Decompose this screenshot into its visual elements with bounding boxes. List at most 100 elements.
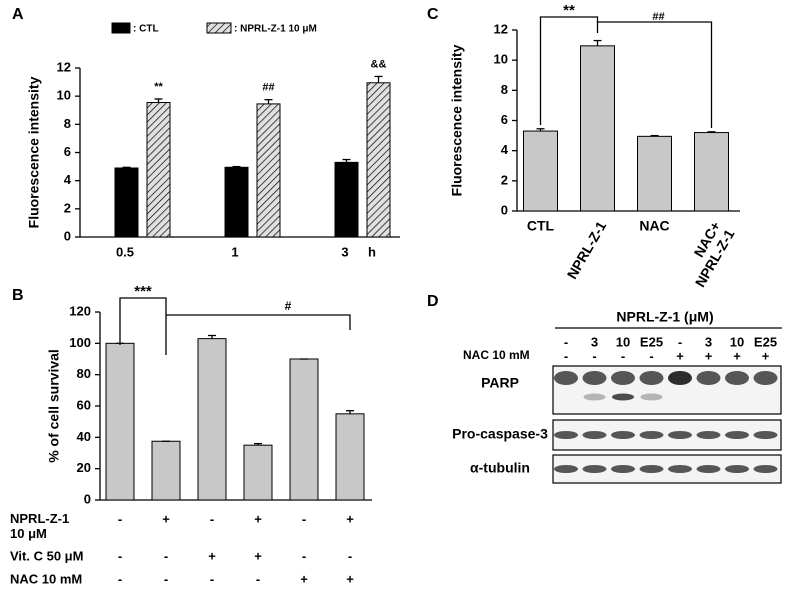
y-tick-label: 20	[77, 460, 91, 475]
error-bar	[593, 39, 602, 46]
bar	[523, 130, 558, 212]
y-tick-label: 80	[77, 366, 91, 381]
nac-sign: +	[762, 348, 770, 363]
bracket-label: **	[563, 2, 575, 19]
y-tick-label: 6	[501, 112, 508, 127]
condition-sign: -	[118, 571, 122, 586]
bar	[335, 413, 365, 501]
y-axis-label: Fluorescence intensity	[449, 44, 465, 196]
bar	[114, 167, 139, 238]
significance-label: &&	[371, 58, 387, 70]
band	[582, 371, 607, 385]
y-tick-label: 10	[57, 88, 71, 103]
cleaved-band	[612, 393, 634, 401]
bracket-label: ##	[652, 11, 664, 23]
band	[668, 371, 692, 385]
condition-sign: -	[164, 548, 168, 563]
nac-sign: -	[649, 348, 653, 363]
condition-sign: -	[302, 548, 306, 563]
band-label: Pro-caspase-3	[452, 426, 548, 442]
condition-sign: -	[256, 571, 260, 586]
band	[639, 371, 664, 385]
error-bar	[208, 334, 216, 339]
condition-sign: +	[162, 511, 170, 526]
condition-sign: -	[164, 571, 168, 586]
band-label: PARP	[481, 375, 519, 391]
legend-label: : CTL	[133, 24, 159, 35]
band	[554, 465, 578, 473]
band	[696, 371, 721, 385]
y-tick-label: 2	[501, 172, 508, 187]
nac-sign: -	[592, 348, 596, 363]
panel-label: D	[427, 293, 439, 310]
band-label: α-tubulin	[470, 460, 530, 476]
dose-label: 10	[730, 334, 744, 349]
legend-label: : NPRL-Z-1 10 μM	[234, 24, 317, 35]
y-tick-label: 100	[69, 335, 91, 350]
band	[639, 465, 664, 473]
band	[668, 465, 692, 473]
bar	[334, 161, 359, 238]
x-tick-label: NPRL-Z-1	[564, 218, 610, 281]
x-tick-label: NAC+NPRL-Z-1	[678, 218, 738, 289]
significance-label: ##	[262, 82, 274, 94]
x-tick-label: 1	[231, 244, 238, 259]
dose-label: E25	[754, 334, 777, 349]
bar	[289, 358, 319, 501]
legend-swatch	[206, 22, 232, 34]
condition-sign: +	[254, 511, 262, 526]
error-bar	[254, 442, 262, 446]
bar	[694, 132, 729, 212]
condition-sign: -	[348, 548, 352, 563]
band	[725, 465, 749, 473]
error-bar	[346, 410, 354, 414]
bar	[256, 103, 281, 238]
y-axis-label: Fluorescence intensity	[26, 76, 42, 228]
y-tick-label: 60	[77, 397, 91, 412]
panel-label: B	[12, 287, 24, 304]
y-axis-label: % of cell survival	[46, 349, 62, 463]
band	[611, 465, 635, 473]
dose-label: E25	[640, 334, 663, 349]
condition-sign: -	[210, 511, 214, 526]
condition-sign: -	[118, 511, 122, 526]
error-bar	[650, 134, 659, 137]
dose-label: 3	[705, 334, 712, 349]
error-bar	[707, 131, 716, 133]
y-tick-label: 4	[64, 172, 72, 187]
error-bar	[154, 98, 163, 103]
bar	[243, 444, 273, 501]
panel-label: C	[427, 6, 439, 23]
band	[725, 371, 749, 385]
nac-sign: +	[705, 348, 713, 363]
condition-sign: -	[118, 548, 122, 563]
nac-sign: -	[564, 348, 568, 363]
bar	[146, 102, 171, 238]
nac-sign: +	[676, 348, 684, 363]
condition-label: Vit. C 50 μM	[10, 548, 83, 563]
bracket	[166, 314, 351, 330]
bracket	[539, 16, 599, 125]
y-tick-label: 0	[84, 491, 91, 506]
band	[696, 465, 721, 473]
condition-sign: +	[208, 548, 216, 563]
y-tick-label: 120	[69, 303, 91, 318]
significance-label: **	[154, 81, 163, 93]
bracket	[119, 297, 167, 355]
y-tick-label: 8	[501, 82, 508, 97]
band	[753, 465, 778, 473]
band	[582, 465, 607, 473]
bar	[580, 45, 615, 212]
nac-label: NAC 10 mM	[463, 348, 530, 362]
bracket-label: ***	[134, 283, 152, 300]
bar	[197, 338, 227, 501]
cleaved-band	[640, 393, 663, 401]
band	[554, 431, 578, 439]
bar	[224, 166, 249, 238]
condition-label: NAC 10 mM	[10, 571, 82, 586]
bar	[637, 135, 672, 212]
y-tick-label: 6	[64, 144, 71, 159]
dose-label: 10	[616, 334, 630, 349]
nac-sign: -	[621, 348, 625, 363]
